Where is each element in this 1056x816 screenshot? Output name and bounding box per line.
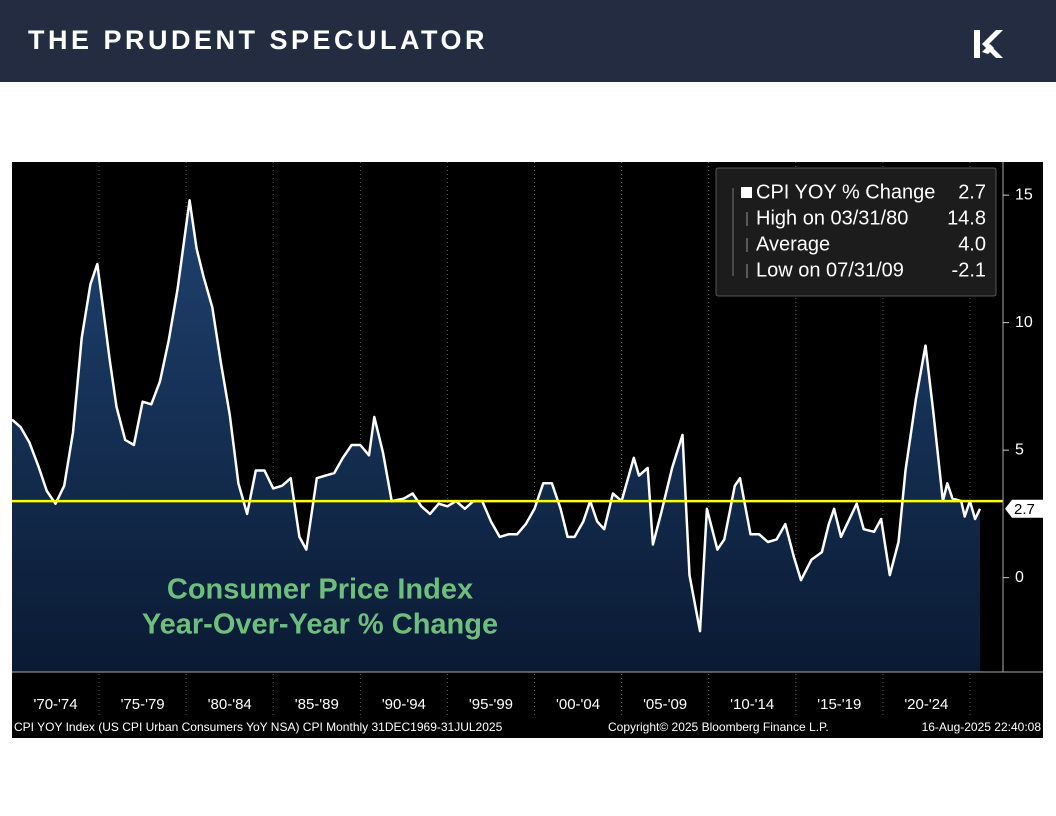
legend-value: -2.1 <box>952 259 986 281</box>
y-tick-label: 10 <box>1015 314 1033 331</box>
legend-swatch <box>741 187 752 198</box>
line <box>11 199 982 633</box>
legend-value: 2.7 <box>958 181 986 203</box>
footer-text: 16-Aug-2025 22:40:08 <box>922 720 1042 734</box>
y-tick-label: 5 <box>1015 441 1024 458</box>
x-tick-label: '00-'04 <box>556 696 600 713</box>
x-tick-label: '95-'99 <box>469 696 513 713</box>
annotation: Year-Over-Year % Change <box>142 609 498 641</box>
last-value-label: 2.7 <box>1014 501 1035 518</box>
y-tick-label: 15 <box>1015 186 1033 203</box>
x-tick-label: '15-'19 <box>817 696 861 713</box>
header-title: THE PRUDENT SPECULATOR <box>28 25 488 55</box>
footer-text: CPI YOY Index (US CPI Urban Consumers Yo… <box>14 720 503 734</box>
x-tick-label: '85-'89 <box>295 696 339 713</box>
annotation: Consumer Price Index <box>167 574 473 606</box>
legend-label: CPI YOY % Change <box>756 181 935 203</box>
x-tick-label: '80-'84 <box>208 696 252 713</box>
legend-value: 4.0 <box>958 233 986 255</box>
x-tick-label: '90-'94 <box>382 696 426 713</box>
x-tick-label: '20-'24 <box>904 696 948 713</box>
logo <box>974 30 1003 58</box>
legend-label: High on 03/31/80 <box>756 207 908 229</box>
legend-label: Average <box>756 233 830 255</box>
x-tick-label: '10-'14 <box>730 696 774 713</box>
footer-text: Copyright© 2025 Bloomberg Finance L.P. <box>608 720 829 734</box>
area-fill <box>12 200 980 673</box>
last-value-tag <box>1005 499 1043 518</box>
legend-value: 14.8 <box>947 207 986 229</box>
legend-label: Low on 07/31/09 <box>756 259 904 281</box>
x-tick-label: '75-'79 <box>121 696 165 713</box>
legend-box <box>715 167 997 297</box>
header-bar <box>0 0 1056 82</box>
x-tick-label: '05-'09 <box>643 696 687 713</box>
y-tick-label: 0 <box>1015 569 1024 586</box>
x-tick-label: '70-'74 <box>33 696 77 713</box>
